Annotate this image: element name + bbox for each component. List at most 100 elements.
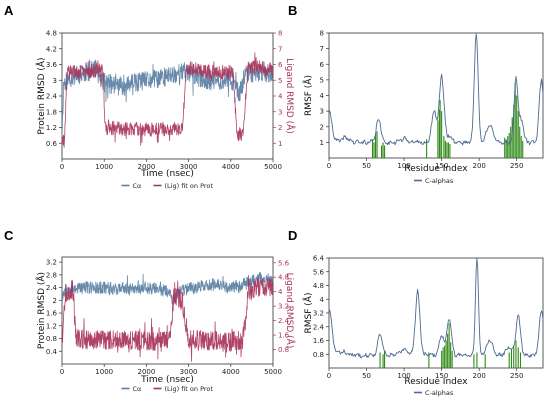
y2-axis-label: Ligand RMSD (Å) — [284, 58, 296, 134]
x-axis-label: Time (nsec) — [140, 169, 194, 179]
plot-frame — [328, 257, 544, 369]
x-axis-label: Residue Index — [404, 164, 468, 174]
panel-letter-b: B — [288, 3, 297, 18]
legend-entry: (Lig) fit on Prot — [165, 385, 214, 393]
y-tick-label: 2.4 — [46, 284, 58, 292]
panel-a: A 0 1000 2000 3000 4000 5000 0.6 1.2 1.8 2.4 3 3.6 4… — [4, 3, 296, 190]
y-tick-label: 4.8 — [313, 282, 324, 290]
x-tick-label: 1000 — [95, 163, 113, 171]
y-tick-label: 1 — [320, 139, 324, 147]
y-tick-label: 4 — [320, 92, 325, 100]
x-tick-label: 0 — [327, 162, 331, 170]
y-axis-label: RMSF (Å) — [302, 75, 314, 116]
x-tick-label: 200 — [472, 162, 485, 170]
x-tick-label: 5000 — [264, 368, 282, 376]
legend-entry: C-alphas — [425, 177, 454, 185]
legend-entry: Cα — [133, 385, 142, 393]
y-tick-label: 4.2 — [46, 45, 57, 53]
panel-c: C 0 1000 2000 3000 4000 5000 0.4 0.8 1.2 1.6 2 2.4 2… — [4, 228, 296, 393]
y-tick-label: 1.2 — [46, 124, 57, 132]
x-tick-label: 250 — [510, 372, 523, 380]
x-tick-label: 2000 — [137, 163, 155, 171]
series-line-calpha — [328, 33, 544, 146]
series-line-ligand — [62, 275, 273, 362]
y-tick-label: 0.8 — [313, 351, 324, 359]
x-tick-label: 100 — [397, 372, 410, 380]
y-tick-label: 3 — [320, 108, 324, 116]
y2-tick-label: 4 — [278, 288, 283, 296]
x-tick-label: 0 — [60, 163, 64, 171]
x-tick-label: 2000 — [137, 368, 155, 376]
y2-tick-label: 7 — [278, 45, 282, 53]
x-tick-label: 4000 — [222, 163, 240, 171]
y-tick-label: 3.2 — [313, 310, 324, 318]
y-tick-label: 1.6 — [46, 310, 58, 318]
panel-letter-c: C — [4, 228, 14, 243]
y2-tick-label: 0.8 — [278, 346, 289, 354]
y2-tick-label: 2.4 — [278, 317, 290, 325]
y-tick-label: 6 — [320, 61, 325, 69]
y-tick-label: 5.6 — [313, 268, 325, 276]
x-tick-label: 150 — [435, 372, 448, 380]
y-axis-label: Protein RMSD (Å) — [35, 272, 47, 349]
series-line-protein — [62, 272, 273, 305]
y2-tick-label: 2 — [278, 124, 282, 132]
y2-tick-label: 1.6 — [278, 332, 290, 340]
x-axis-label: Time (nsec) — [140, 375, 194, 385]
y-tick-label: 2.4 — [46, 93, 58, 101]
panel-letter-a: A — [4, 3, 14, 18]
y2-tick-label: 3 — [278, 108, 282, 116]
y-tick-label: 1.2 — [46, 322, 57, 330]
y2-tick-label: 4.8 — [278, 274, 289, 282]
y-tick-label: 2 — [320, 123, 324, 131]
x-axis-label: Residue Index — [404, 377, 468, 387]
y-tick-label: 2.8 — [46, 271, 57, 279]
y-tick-label: 5 — [320, 76, 324, 84]
y-tick-label: 0.8 — [46, 335, 57, 343]
x-tick-label: 3000 — [180, 163, 198, 171]
x-tick-label: 0 — [327, 372, 331, 380]
y2-axis-label: Ligand RMSD (Å) — [284, 273, 296, 349]
series-line-ligand — [62, 52, 273, 148]
y2-tick-label: 1 — [278, 140, 282, 148]
x-tick-label: 250 — [510, 162, 523, 170]
y2-tick-label: 5 — [278, 77, 282, 85]
plot-frame — [61, 256, 274, 365]
y-tick-label: 7 — [320, 45, 324, 53]
x-tick-label: 5000 — [264, 163, 282, 171]
x-tick-label: 200 — [472, 372, 485, 380]
x-tick-label: 0 — [60, 368, 64, 376]
x-tick-label: 50 — [362, 162, 371, 170]
y-tick-label: 4 — [320, 296, 325, 304]
y-tick-label: 0.6 — [46, 140, 58, 148]
y2-tick-label: 5.6 — [278, 259, 290, 267]
y-tick-label: 1.6 — [313, 337, 325, 345]
x-tick-label: 100 — [397, 162, 410, 170]
y-tick-label: 2 — [53, 297, 57, 305]
y2-tick-label: 8 — [278, 30, 282, 38]
panel-d: D 0 50 100 150 200 250 0.8 1.6 2.4 3.2 4 4.8 5.6 6.4 R… — [288, 228, 544, 397]
legend-entry: C-alphas — [425, 389, 454, 397]
panel-letter-d: D — [288, 228, 297, 243]
y-axis-label: RMSF (Å) — [302, 293, 314, 334]
x-tick-label: 1000 — [95, 368, 113, 376]
y-tick-label: 1.8 — [46, 108, 57, 116]
y2-tick-label: 3.2 — [278, 303, 289, 311]
y-tick-label: 2.4 — [313, 323, 325, 331]
x-tick-label: 50 — [362, 372, 371, 380]
y-tick-label: 0.4 — [46, 348, 58, 356]
legend-entry: (Lig) fit on Prot — [165, 182, 214, 190]
y-tick-label: 3 — [53, 77, 57, 85]
y-tick-label: 3.6 — [46, 61, 58, 69]
legend-entry: Cα — [133, 182, 142, 190]
y-axis-label: Protein RMSD (Å) — [35, 57, 47, 134]
y2-tick-label: 6 — [278, 61, 283, 69]
series-line-calpha — [328, 257, 544, 359]
y2-tick-label: 4 — [278, 93, 283, 101]
y-tick-label: 4.8 — [46, 30, 57, 38]
y-tick-label: 3.2 — [46, 259, 57, 267]
x-tick-label: 4000 — [222, 368, 240, 376]
x-tick-label: 3000 — [180, 368, 198, 376]
x-tick-label: 150 — [435, 162, 448, 170]
